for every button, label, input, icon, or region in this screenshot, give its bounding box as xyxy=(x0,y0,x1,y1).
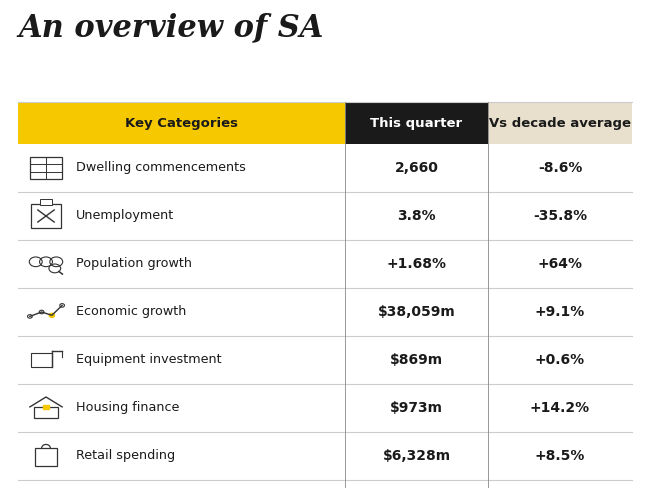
Text: $6,328m: $6,328m xyxy=(382,449,450,463)
Bar xyxy=(488,102,632,144)
Circle shape xyxy=(49,313,55,317)
Bar xyxy=(18,192,632,240)
Bar xyxy=(18,288,632,336)
Text: +1.68%: +1.68% xyxy=(387,257,447,271)
Bar xyxy=(18,480,632,488)
Text: 3.8%: 3.8% xyxy=(397,209,436,223)
Bar xyxy=(18,336,632,384)
Bar xyxy=(35,448,57,466)
Text: +64%: +64% xyxy=(538,257,582,271)
Bar xyxy=(18,144,632,192)
Text: Housing finance: Housing finance xyxy=(76,402,179,414)
Text: Key Categories: Key Categories xyxy=(125,117,238,129)
Text: This quarter: This quarter xyxy=(370,117,463,129)
Bar xyxy=(34,407,58,418)
Text: An overview of SA: An overview of SA xyxy=(18,12,324,43)
Text: $38,059m: $38,059m xyxy=(378,305,456,319)
Text: +14.2%: +14.2% xyxy=(530,401,590,415)
Text: -8.6%: -8.6% xyxy=(538,161,582,175)
Text: +9.1%: +9.1% xyxy=(535,305,585,319)
Text: Vs decade average: Vs decade average xyxy=(489,117,631,129)
Bar xyxy=(18,102,345,144)
Text: Economic growth: Economic growth xyxy=(76,305,187,319)
Bar xyxy=(18,432,632,480)
Text: Dwelling commencements: Dwelling commencements xyxy=(76,162,246,175)
Text: +8.5%: +8.5% xyxy=(535,449,585,463)
Text: +0.6%: +0.6% xyxy=(535,353,585,367)
Bar xyxy=(44,405,49,409)
Bar xyxy=(18,240,632,288)
Text: $869m: $869m xyxy=(390,353,443,367)
Text: 2,660: 2,660 xyxy=(395,161,439,175)
Bar xyxy=(40,200,52,205)
Text: $973m: $973m xyxy=(390,401,443,415)
Bar xyxy=(31,353,52,366)
Bar xyxy=(18,384,632,432)
Bar xyxy=(345,102,488,144)
Text: Unemployment: Unemployment xyxy=(76,209,174,223)
Text: Retail spending: Retail spending xyxy=(76,449,175,463)
Text: Equipment investment: Equipment investment xyxy=(76,353,222,366)
Bar xyxy=(31,204,60,228)
Text: Population growth: Population growth xyxy=(76,258,192,270)
Bar xyxy=(30,157,62,179)
Text: -35.8%: -35.8% xyxy=(533,209,587,223)
